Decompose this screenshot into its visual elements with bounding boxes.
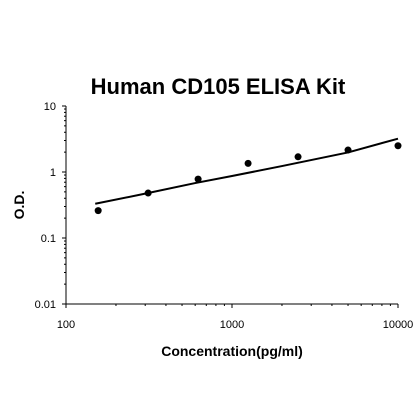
data-point — [194, 175, 202, 183]
x-axis-label: Concentration(pg/ml) — [161, 343, 303, 359]
data-point — [144, 189, 152, 197]
x-tick-label: 1000 — [220, 319, 244, 331]
x-tick-label: 100 — [57, 319, 75, 331]
y-tick-label: 1 — [50, 167, 56, 179]
y-tick-label: 0.01 — [35, 299, 56, 311]
x-tick-label: 10000 — [383, 319, 414, 331]
y-axis-label: O.D. — [11, 191, 27, 220]
data-point — [394, 142, 402, 150]
y-tick-label: 10 — [44, 101, 56, 113]
data-point — [244, 159, 252, 167]
data-point — [344, 146, 352, 154]
data-point — [294, 153, 302, 161]
chart-title: Human CD105 ELISA Kit — [91, 74, 346, 99]
data-point — [94, 207, 102, 215]
y-tick-label: 0.1 — [41, 233, 56, 245]
